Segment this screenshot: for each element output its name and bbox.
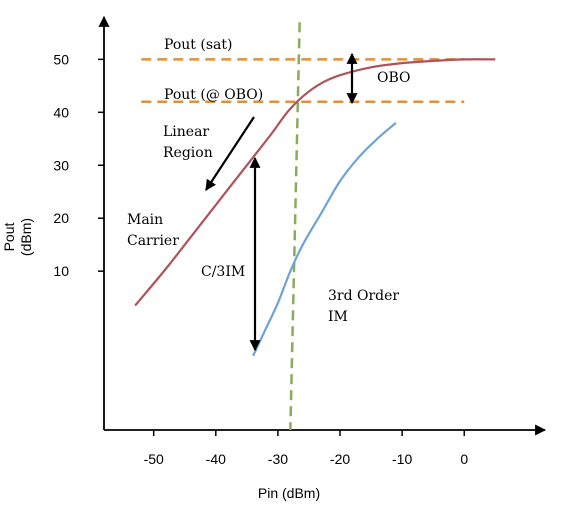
linear-region-arrow <box>205 116 255 191</box>
x-tick-label: -30 <box>268 451 288 467</box>
x-axis-label: Pin (dBm) <box>258 485 320 501</box>
y-tick-label: 40 <box>53 104 69 120</box>
obo-label: OBO <box>377 70 411 86</box>
y-tick-label: 10 <box>53 263 69 279</box>
x-tick-label: -40 <box>206 451 226 467</box>
x-tick-label: -10 <box>392 451 412 467</box>
series-main-carrier-line <box>134 58 496 307</box>
x-ticks: -50 -40 -30 -20 -10 0 <box>144 430 468 467</box>
y-ticks: 10 20 30 40 50 <box>53 51 104 279</box>
pout-sat-label: Pout (sat) <box>164 37 232 53</box>
y-tick-label: 20 <box>53 210 69 226</box>
c3im-label: C/3IM <box>201 264 245 280</box>
y-tick-label: 30 <box>53 157 69 173</box>
third-order-im-label-line-2: IM <box>328 309 348 325</box>
third-order-im-label-line-1: 3rd Order <box>328 288 399 304</box>
y-axis-label: Pout (dBm) <box>1 218 34 256</box>
main-carrier-label-line-2: Carrier <box>127 233 179 249</box>
linear-region-label-line-1: Linear <box>163 124 209 140</box>
y-tick-label: 50 <box>53 51 69 67</box>
y-axis-label-line-2: (dBm) <box>18 218 34 256</box>
series-third-order-im-line <box>252 122 397 357</box>
x-tick-label: -50 <box>144 451 164 467</box>
x-tick-label: 0 <box>460 451 468 467</box>
vertical-reference-line <box>289 22 301 431</box>
pout-obo-label: Pout (@ OBO) <box>164 87 263 103</box>
x-tick-label: -20 <box>330 451 350 467</box>
axes <box>98 15 547 436</box>
linear-region-label-line-2: Region <box>163 145 213 161</box>
main-carrier-label-line-1: Main <box>127 212 163 228</box>
y-axis-label-line-1: Pout <box>1 222 17 251</box>
